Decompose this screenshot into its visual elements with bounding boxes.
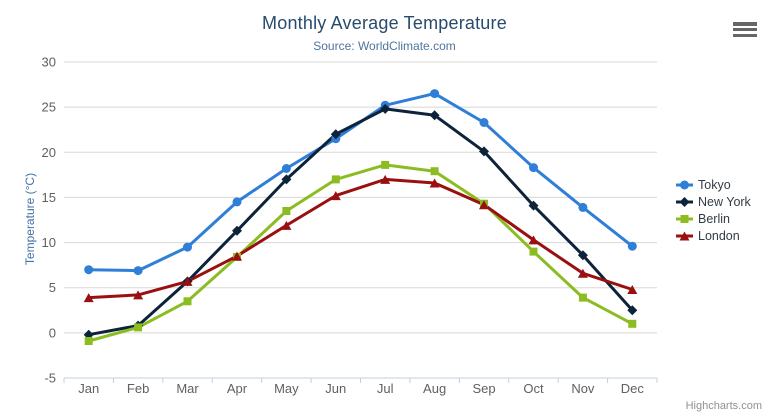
x-axis-tick-label: Jun xyxy=(325,381,346,396)
data-point-berlin-jul[interactable] xyxy=(381,160,390,169)
y-axis-tick-label: -5 xyxy=(44,371,56,386)
data-point-tokyo-feb[interactable] xyxy=(133,266,143,276)
data-point-tokyo-sep[interactable] xyxy=(479,118,489,127)
y-axis-tick-label: 25 xyxy=(42,100,56,115)
data-point-london-feb[interactable] xyxy=(133,290,144,300)
data-point-london-apr[interactable] xyxy=(232,251,242,261)
y-axis-tick-label: 0 xyxy=(49,325,56,340)
x-axis-tick-label: Oct xyxy=(523,381,544,396)
y-axis-tick-label: 20 xyxy=(42,145,56,160)
data-point-berlin-may[interactable] xyxy=(282,207,291,215)
legend-marker-square-icon xyxy=(676,214,693,223)
data-point-berlin-mar[interactable] xyxy=(183,297,192,306)
y-axis-tick-label: 15 xyxy=(42,190,56,205)
legend-item-new-york[interactable]: New York xyxy=(676,193,751,210)
data-point-tokyo-jan[interactable] xyxy=(84,265,94,275)
y-axis-tick-label: 5 xyxy=(49,280,56,295)
x-axis-tick-label: Sep xyxy=(472,381,495,396)
x-axis-tick-label: May xyxy=(274,381,299,396)
data-point-london-oct[interactable] xyxy=(528,235,539,245)
data-point-new-york-jul[interactable] xyxy=(380,103,391,114)
y-axis-title: Temperature (°C) xyxy=(23,172,37,266)
data-point-london-jul[interactable] xyxy=(380,174,391,184)
legend-marker-diamond-icon xyxy=(676,196,693,207)
legend-item-london[interactable]: London xyxy=(676,227,751,244)
data-point-new-york-oct[interactable] xyxy=(528,200,539,211)
data-point-berlin-nov[interactable] xyxy=(578,293,587,302)
x-axis-tick-label: Dec xyxy=(621,381,645,396)
data-point-berlin-aug[interactable] xyxy=(430,167,439,176)
legend-marker-circle-icon xyxy=(676,180,693,189)
data-point-london-jan[interactable] xyxy=(83,293,94,303)
x-axis-tick-label: Jan xyxy=(78,381,99,396)
x-axis-tick-label: Aug xyxy=(423,381,446,396)
data-point-london-sep[interactable] xyxy=(479,200,489,210)
highcharts-credit[interactable]: Highcharts.com xyxy=(685,400,762,412)
legend-marker-triangle-icon xyxy=(676,231,693,240)
chart-title: Monthly Average Temperature xyxy=(262,13,507,33)
legend-label: London xyxy=(698,228,740,243)
x-axis-tick-label: Feb xyxy=(127,381,149,396)
legend: Tokyo New York Berlin London xyxy=(676,176,751,244)
series-line-new-york xyxy=(87,107,634,337)
y-axis-tick-label: 30 xyxy=(42,55,56,70)
data-point-berlin-dec[interactable] xyxy=(628,319,637,328)
legend-label: Berlin xyxy=(698,211,730,226)
data-point-berlin-feb[interactable] xyxy=(134,323,143,332)
data-point-new-york-apr[interactable] xyxy=(232,225,242,236)
x-axis-tick-label: Apr xyxy=(227,381,248,396)
data-point-tokyo-oct[interactable] xyxy=(529,163,538,173)
x-axis-tick-label: Nov xyxy=(571,381,595,396)
data-point-london-mar[interactable] xyxy=(182,276,193,286)
series-line-london xyxy=(87,177,634,300)
data-point-new-york-aug[interactable] xyxy=(429,110,440,121)
data-point-london-aug[interactable] xyxy=(429,178,440,188)
data-point-new-york-nov[interactable] xyxy=(577,250,588,261)
data-point-london-may[interactable] xyxy=(281,220,292,230)
hamburger-bar xyxy=(733,27,757,32)
data-point-new-york-may[interactable] xyxy=(281,174,292,185)
data-point-tokyo-dec[interactable] xyxy=(627,241,637,251)
hamburger-bar xyxy=(733,33,757,37)
data-point-tokyo-aug[interactable] xyxy=(430,89,440,99)
data-point-berlin-jan[interactable] xyxy=(84,337,93,345)
legend-item-berlin[interactable]: Berlin xyxy=(676,210,751,227)
hamburger-menu-icon[interactable] xyxy=(733,22,757,37)
x-axis-tick-label: Mar xyxy=(176,381,199,396)
data-point-berlin-jun[interactable] xyxy=(331,175,340,184)
legend-label: New York xyxy=(698,194,751,209)
data-point-london-dec[interactable] xyxy=(627,285,638,294)
data-point-tokyo-nov[interactable] xyxy=(578,202,588,212)
data-point-new-york-jun[interactable] xyxy=(330,129,341,140)
legend-item-tokyo[interactable]: Tokyo xyxy=(676,176,751,193)
series-line-berlin xyxy=(87,163,634,343)
data-point-tokyo-mar[interactable] xyxy=(183,242,192,252)
data-point-berlin-oct[interactable] xyxy=(529,247,538,256)
chart-subtitle: Source: WorldClimate.com xyxy=(313,39,456,53)
hamburger-bar xyxy=(733,22,757,26)
data-point-london-nov[interactable] xyxy=(577,268,588,278)
data-point-new-york-sep[interactable] xyxy=(479,146,489,157)
x-axis-tick-label: Jul xyxy=(377,381,394,396)
y-axis-tick-label: 10 xyxy=(42,235,56,250)
data-point-london-jun[interactable] xyxy=(330,191,341,201)
legend-label: Tokyo xyxy=(698,177,731,192)
data-point-tokyo-apr[interactable] xyxy=(232,197,242,207)
data-point-new-york-dec[interactable] xyxy=(627,305,638,316)
data-point-tokyo-may[interactable] xyxy=(281,164,291,173)
